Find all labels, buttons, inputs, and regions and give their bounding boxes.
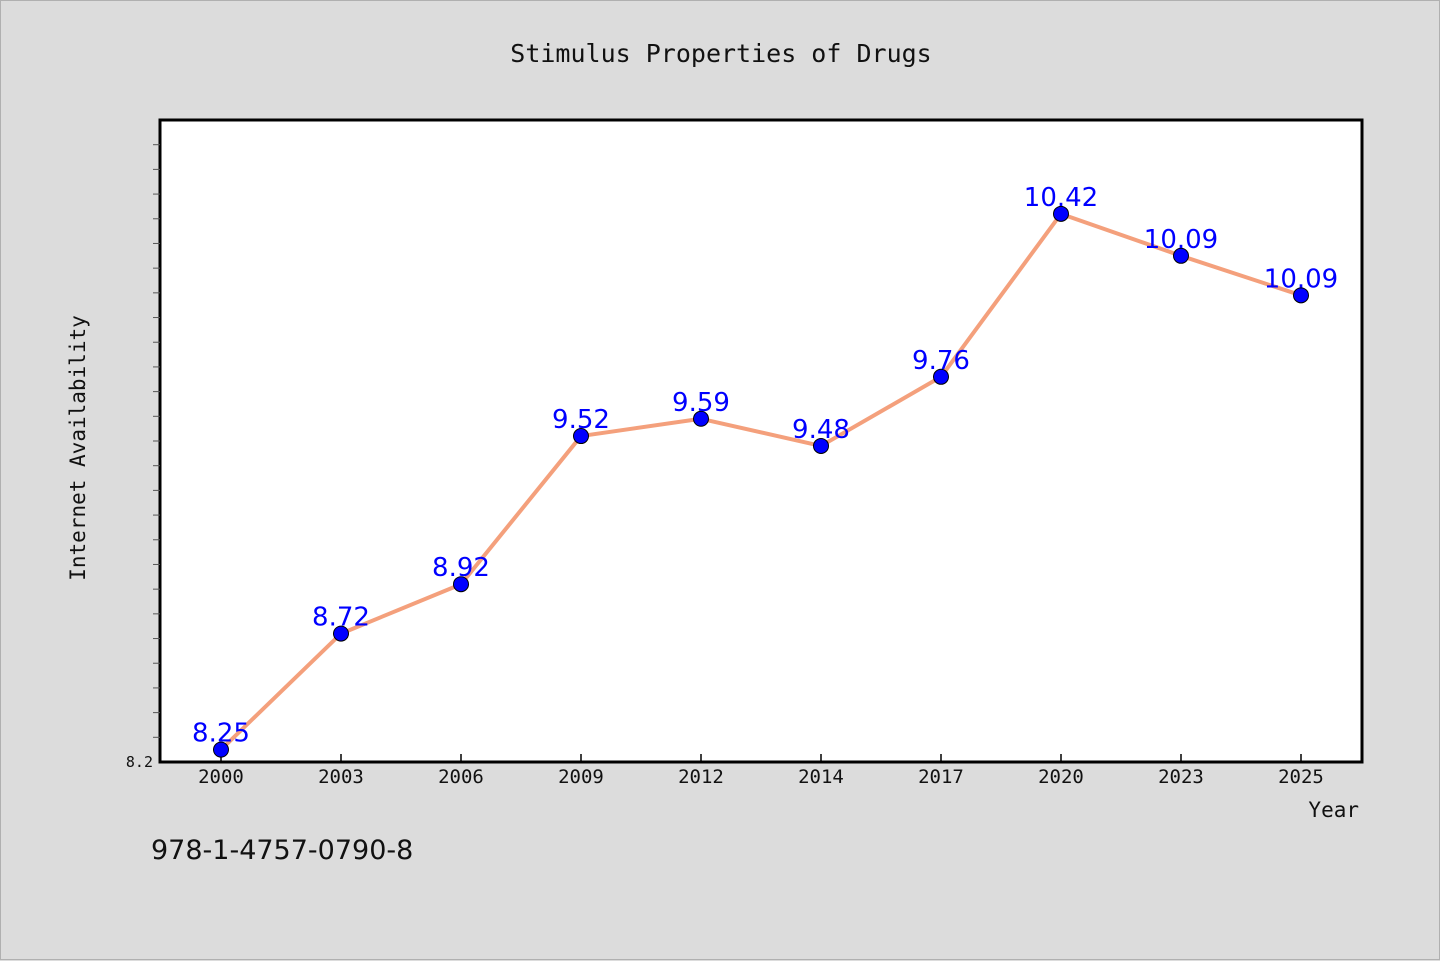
data-label: 9.76 — [912, 346, 970, 376]
data-point — [213, 741, 229, 758]
x-tick-label: 2014 — [798, 766, 844, 788]
x-axis-label: Year — [1308, 798, 1359, 822]
data-point — [693, 410, 709, 427]
y-axis-label: Internet Availability — [66, 315, 90, 581]
data-label: 10.42 — [1024, 183, 1098, 213]
data-point — [1173, 247, 1189, 264]
series-markers — [213, 205, 1309, 758]
data-point — [453, 576, 469, 593]
series-line — [219, 211, 1302, 752]
x-tick-label: 2006 — [438, 766, 484, 788]
data-label: 9.48 — [792, 415, 850, 445]
data-label: 10.09 — [1144, 225, 1218, 255]
data-point — [813, 437, 829, 454]
x-tick-label: 2023 — [1158, 766, 1204, 788]
x-tick-label: 2009 — [558, 766, 604, 788]
data-label: 8.92 — [432, 553, 490, 583]
x-tick-label: 2025 — [1278, 766, 1324, 788]
x-tick-label: 2000 — [198, 766, 244, 788]
x-tick-label: 2020 — [1038, 766, 1084, 788]
data-point — [1293, 287, 1309, 304]
data-label: 8.25 — [192, 719, 250, 749]
y-tick-label: 8.2 — [126, 753, 153, 771]
x-tick-label: 2003 — [318, 766, 364, 788]
data-label: 10.09 — [1264, 264, 1338, 294]
x-tick-label: 2017 — [918, 766, 964, 788]
isbn-code: 978-1-4757-0790-8 — [151, 835, 414, 866]
data-point — [573, 428, 589, 445]
x-tick-label: 2012 — [678, 766, 724, 788]
x-axis: 2000 2003 2006 2009 2012 2014 2017 2020 2023 2025 — [198, 754, 1324, 788]
data-labels: 8.25 8.72 8.92 9.52 9.59 9.48 9.76 10.42 10.09 10… — [192, 183, 1338, 749]
y-axis-ticks — [153, 144, 160, 738]
chart-title: Stimulus Properties of Drugs — [510, 39, 931, 68]
data-label: 9.52 — [552, 405, 610, 435]
data-point — [933, 368, 949, 385]
data-point — [1053, 205, 1069, 222]
data-point — [333, 625, 349, 642]
data-label: 8.72 — [312, 603, 370, 633]
plot-area — [158, 118, 1364, 764]
series-line-group — [219, 211, 1302, 752]
data-label: 9.59 — [672, 388, 730, 418]
